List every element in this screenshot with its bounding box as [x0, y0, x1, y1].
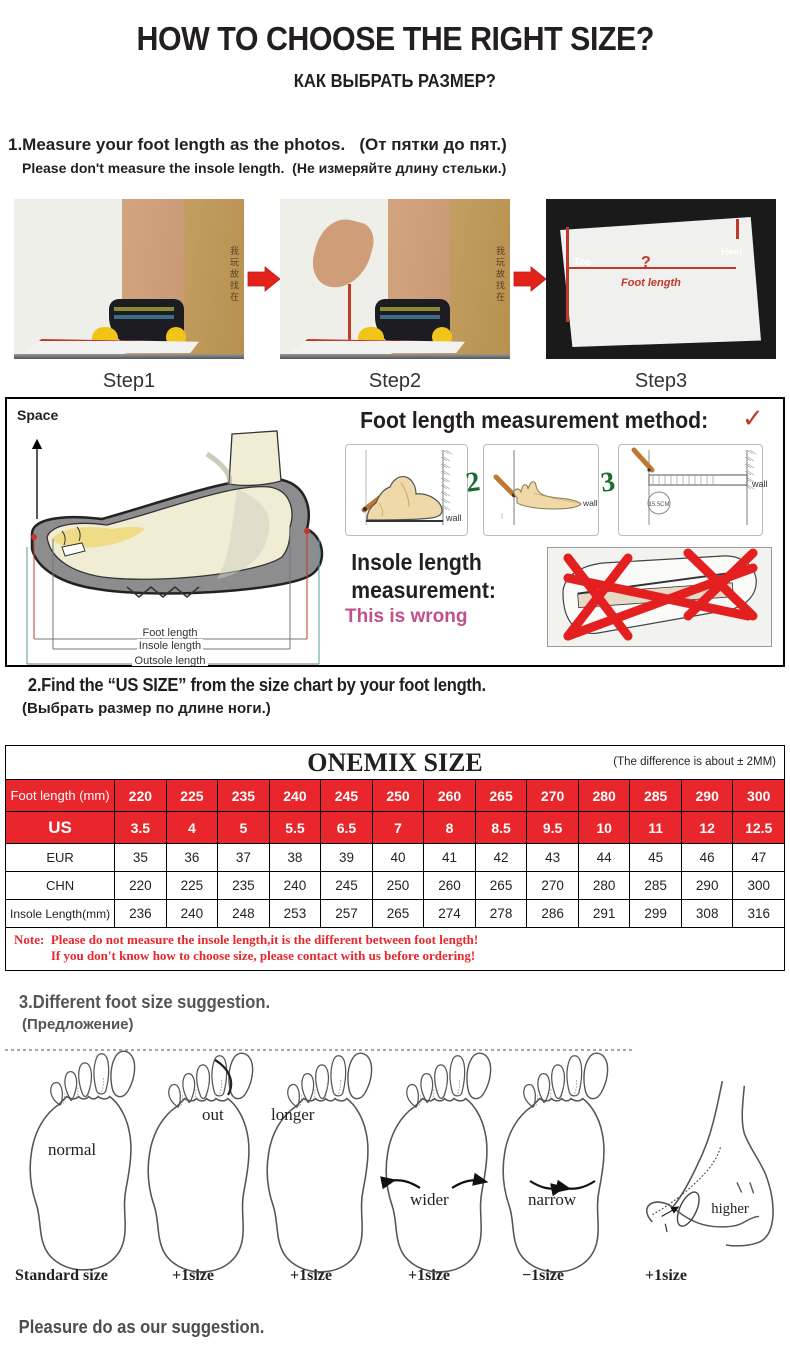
svg-text:wall: wall — [445, 513, 462, 523]
svg-text:+1size: +1size — [290, 1267, 332, 1284]
svg-text:Outsole length: Outsole length — [135, 655, 206, 667]
svg-text:Standard size: Standard size — [15, 1267, 108, 1284]
svg-text:15.5CM: 15.5CM — [648, 502, 669, 508]
svg-text:longer: longer — [271, 1105, 315, 1124]
svg-text:wall: wall — [582, 498, 598, 508]
svg-text:out: out — [202, 1105, 224, 1124]
svg-text:normal: normal — [48, 1140, 96, 1159]
svg-text:narrow: narrow — [528, 1190, 577, 1209]
svg-text:Insole length: Insole length — [139, 640, 201, 652]
svg-text:higher: higher — [711, 1201, 749, 1217]
svg-text:wall: wall — [751, 479, 768, 489]
svg-text:−1size: −1size — [522, 1267, 564, 1284]
svg-text:+1size: +1size — [172, 1267, 214, 1284]
svg-text:+1size: +1size — [408, 1267, 450, 1284]
svg-text:wider: wider — [410, 1190, 449, 1209]
svg-text:+1size: +1size — [645, 1267, 687, 1284]
